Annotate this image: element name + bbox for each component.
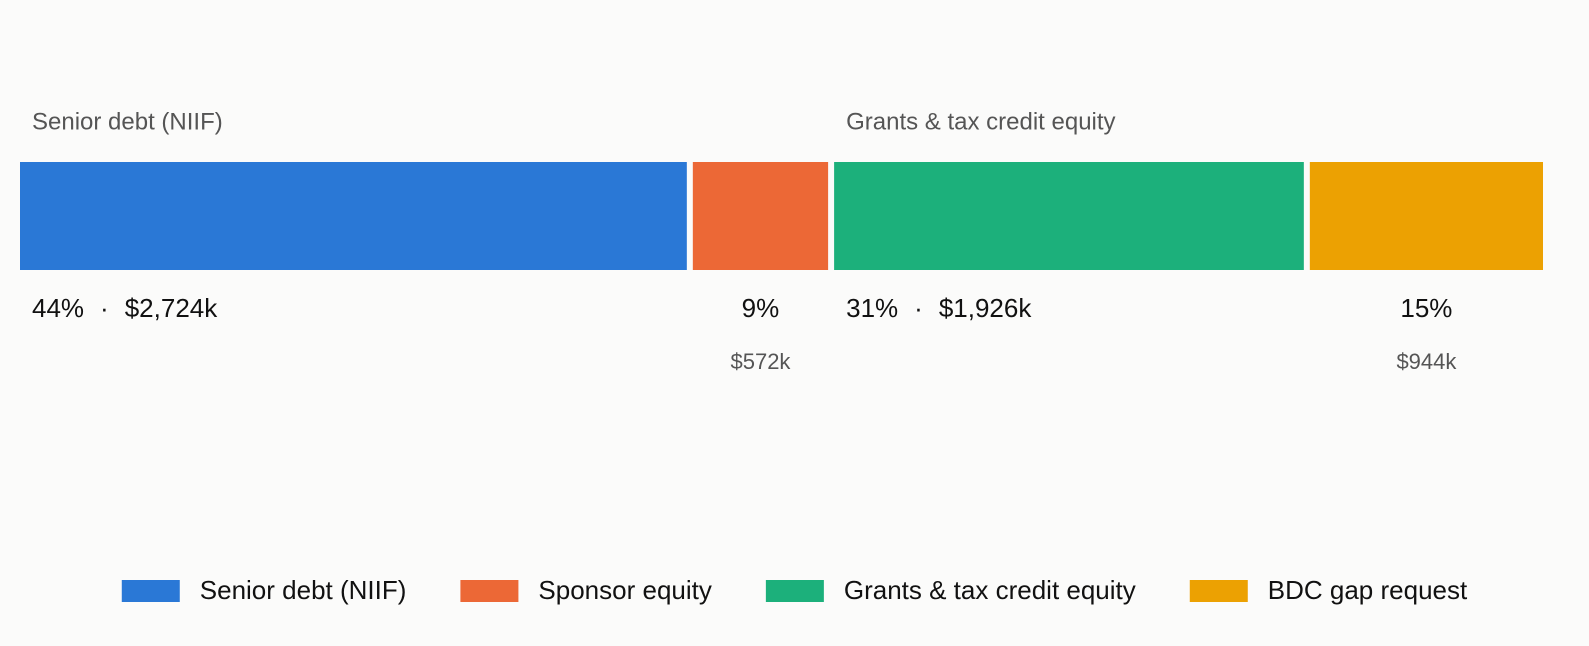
value-label: $572k <box>730 349 791 374</box>
share-label: 44% <box>32 293 84 323</box>
value-label: $944k <box>1396 349 1457 374</box>
legend-swatch <box>765 580 824 602</box>
legend: Senior debt (NIIF) Sponsor equity Grants &… <box>121 575 1468 605</box>
legend-label: BDC gap request <box>1268 575 1468 605</box>
separator: · <box>914 293 923 323</box>
share-label: 15% <box>1400 293 1452 323</box>
bar-segment <box>692 162 829 270</box>
legend-label: Sponsor equity <box>538 575 711 605</box>
legend-swatch <box>460 580 519 602</box>
bar-segment <box>1309 162 1543 270</box>
separator: · <box>100 293 109 323</box>
legend-swatch <box>1189 580 1248 602</box>
bar-segment <box>834 162 1304 270</box>
segment-label: Senior debt (NIIF) <box>32 108 223 135</box>
share-label: 9% <box>742 293 780 323</box>
legend-swatch <box>121 580 180 602</box>
value-label: $2,724k <box>125 293 219 323</box>
value-label: $1,926k <box>939 293 1033 323</box>
legend-label: Senior debt (NIIF) <box>200 575 407 605</box>
legend-label: Grants & tax credit equity <box>844 575 1136 605</box>
segment-label: Grants & tax credit equity <box>846 108 1115 135</box>
bar-segment <box>20 162 687 270</box>
share-label: 31% <box>846 293 898 323</box>
